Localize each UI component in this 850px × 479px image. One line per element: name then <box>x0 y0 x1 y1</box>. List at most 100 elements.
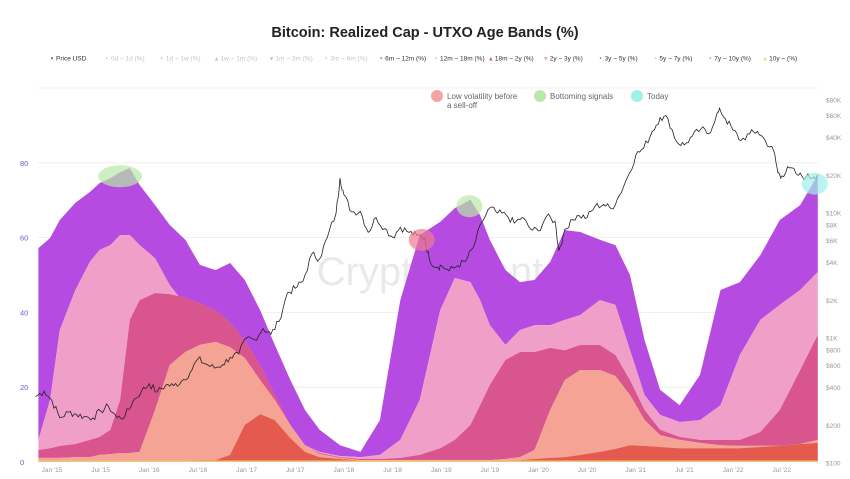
legend-item[interactable]: • 0d ~ 1d (%) <box>106 56 145 63</box>
y-tick-right: $400 <box>826 385 841 392</box>
legend-label: 0d ~ 1d (%) <box>111 56 145 63</box>
x-tick: Jul '21 <box>675 467 694 474</box>
x-tick: Jul '16 <box>189 467 208 474</box>
legend-label: 6m ~ 12m (%) <box>385 56 426 63</box>
x-tick: Jan '18 <box>334 467 355 474</box>
legend-item[interactable]: • 3y ~ 5y (%) <box>600 56 638 63</box>
axes: 0 20 40 60 80 $80K $60K $40K $20K $10K $8K $6K $4K $2… <box>20 98 842 474</box>
annotation-label: Bottoming signals <box>550 92 613 101</box>
legend-marker: • <box>380 57 382 63</box>
y-tick-left: 80 <box>20 159 28 168</box>
legend-label: 7y ~ 10y (%) <box>714 56 751 63</box>
highlight-bottoming <box>98 165 143 188</box>
price-line <box>35 106 819 421</box>
legend: • Price USD • 0d ~ 1d (%) • 1d ~ 1w (%) ▲ 1w ~ … <box>51 56 797 63</box>
x-tick: Jul '18 <box>383 467 402 474</box>
highlight-today <box>801 172 828 195</box>
annotation-swatch <box>431 90 443 102</box>
y-tick-right: $200 <box>826 423 841 430</box>
y-tick-right: $20K <box>826 173 842 180</box>
legend-marker: • <box>654 57 656 63</box>
y-tick-right: $600 <box>826 363 841 370</box>
legend-label: 1d ~ 1w (%) <box>166 56 201 63</box>
legend-marker: ▲ <box>762 57 768 63</box>
legend-label: 5y ~ 7y (%) <box>659 56 692 63</box>
legend-item[interactable]: • 5y ~ 7y (%) <box>654 56 692 63</box>
y-tick-right: $8K <box>826 223 838 230</box>
legend-item[interactable]: • 7y ~ 10y (%) <box>709 56 751 63</box>
x-tick: Jul '15 <box>91 467 110 474</box>
band-2y-3y- <box>38 341 818 461</box>
band-18m-2y- <box>38 293 818 461</box>
legend-marker: ▲ <box>214 57 220 63</box>
highlight-bottoming <box>456 195 483 218</box>
y-tick-right: $1K <box>826 336 838 343</box>
band-5y-plus <box>38 460 818 462</box>
x-tick: Jan '20 <box>528 467 549 474</box>
legend-marker: • <box>325 57 327 63</box>
price-usd-line <box>35 106 819 421</box>
x-tick: Jan '19 <box>431 467 452 474</box>
legend-item[interactable]: • 3m ~ 6m (%) <box>325 56 367 63</box>
band-12m-18m- <box>38 235 818 459</box>
x-tick: Jul '22 <box>772 467 791 474</box>
annotation-label: Today <box>647 92 668 101</box>
legend-label: 18m ~ 2y (%) <box>495 56 534 63</box>
highlight-low-volatility <box>408 228 435 251</box>
legend-label: 1m ~ 3m (%) <box>275 56 312 63</box>
x-tick: Jul '20 <box>578 467 597 474</box>
y-tick-right: $10K <box>826 211 842 218</box>
legend-item[interactable]: ▼ 1m ~ 3m (%) <box>268 56 312 63</box>
y-tick-right: $60K <box>826 113 842 120</box>
legend-item[interactable]: • 12m ~ 18m (%) <box>435 56 485 63</box>
legend-label: 10y ~ (%) <box>769 56 797 63</box>
legend-item[interactable]: ▲ 1w ~ 1m (%) <box>214 56 258 63</box>
legend-label: 3y ~ 5y (%) <box>605 56 638 63</box>
legend-marker: • <box>600 57 602 63</box>
x-tick: Jan '17 <box>236 467 257 474</box>
y-tick-left: 60 <box>20 234 28 243</box>
legend-marker: • <box>709 57 711 63</box>
annotation-label: a sell-off <box>447 101 478 110</box>
area-bands <box>38 168 818 462</box>
legend-label: Price USD <box>56 56 87 63</box>
legend-marker: ▼ <box>268 57 274 63</box>
legend-marker: ▲ <box>488 57 494 63</box>
annotation-swatch <box>534 90 546 102</box>
legend-label: 1w ~ 1m (%) <box>221 56 258 63</box>
x-tick: Jan '21 <box>625 467 646 474</box>
legend-marker: • <box>161 57 163 63</box>
legend-marker: • <box>435 57 437 63</box>
y-tick-right: $100 <box>826 461 841 468</box>
legend-item[interactable]: ▼ 2y ~ 3y (%) <box>543 56 583 63</box>
highlight-circles <box>98 165 828 251</box>
x-tick: Jul '17 <box>286 467 305 474</box>
legend-marker: ▼ <box>543 57 549 63</box>
legend-item[interactable]: • Price USD <box>51 56 87 63</box>
legend-label: 3m ~ 6m (%) <box>330 56 367 63</box>
legend-marker: • <box>51 57 53 63</box>
annotation-label: Low volatility before <box>447 92 518 101</box>
legend-item[interactable]: ▲ 10y ~ (%) <box>762 56 797 63</box>
band-3y-5y- <box>38 414 818 462</box>
x-tick: Jul '19 <box>481 467 500 474</box>
y-tick-left: 40 <box>20 308 28 317</box>
legend-label: 12m ~ 18m (%) <box>440 56 485 63</box>
x-tick: Jan '15 <box>42 467 63 474</box>
y-tick-right: $2K <box>826 298 838 305</box>
legend-marker: • <box>106 57 108 63</box>
legend-item[interactable]: • 6m ~ 12m (%) <box>380 56 426 63</box>
y-tick-right: $40K <box>826 135 842 142</box>
band-6m-12m- <box>38 168 818 458</box>
x-tick: Jan '22 <box>723 467 744 474</box>
legend-item[interactable]: ▲ 18m ~ 2y (%) <box>488 56 534 63</box>
annotation-swatch <box>631 90 643 102</box>
x-tick: Jan '16 <box>139 467 160 474</box>
chart-title: Bitcoin: Realized Cap - UTXO Age Bands (… <box>271 25 578 41</box>
y-tick-right: $800 <box>826 348 841 355</box>
legend-label: 2y ~ 3y (%) <box>550 56 583 63</box>
y-tick-left: 0 <box>20 458 24 467</box>
legend-item[interactable]: • 1d ~ 1w (%) <box>161 56 201 63</box>
